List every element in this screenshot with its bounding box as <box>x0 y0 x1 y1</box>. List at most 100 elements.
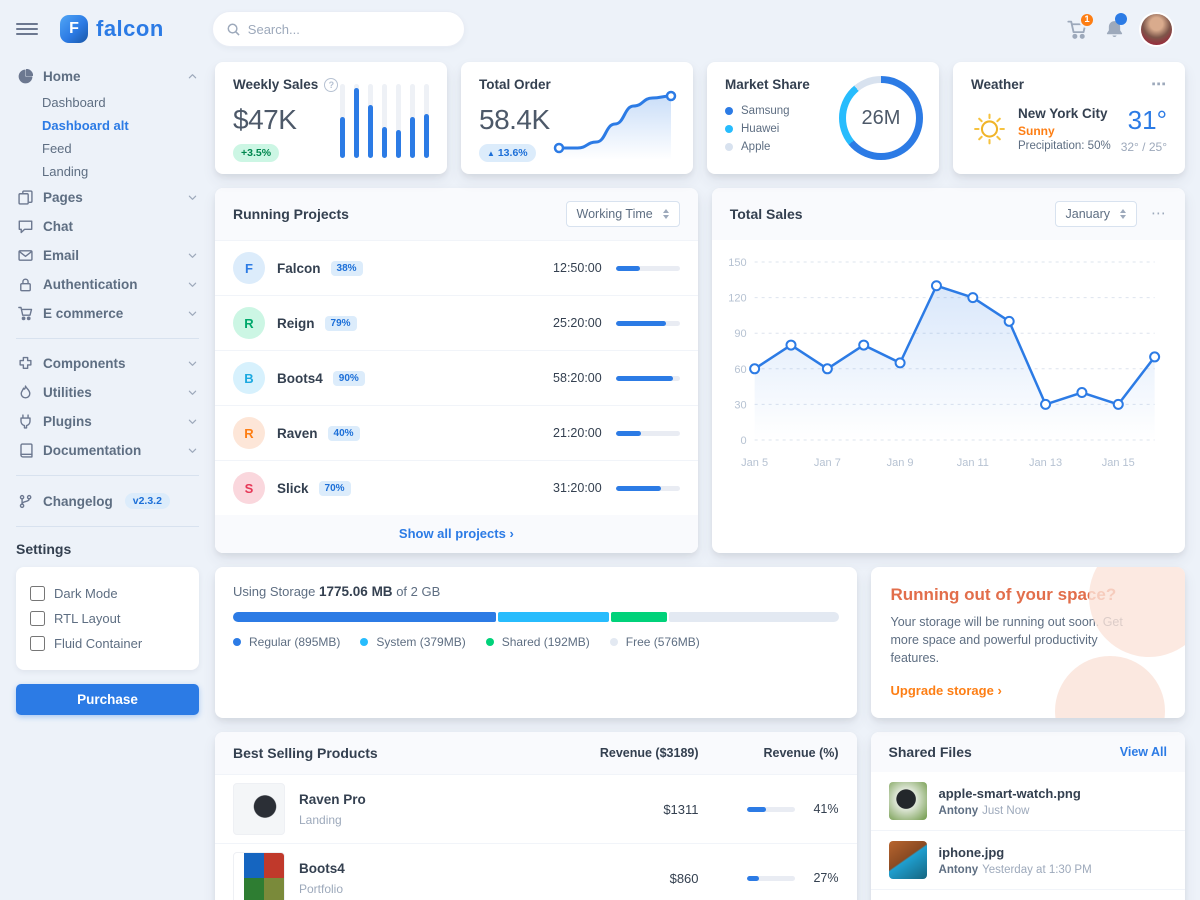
file-row-apple-smart-watch.png[interactable]: apple-smart-watch.png Antony Just Now <box>871 772 1185 830</box>
sidebar-item-chat[interactable]: Chat <box>16 212 199 241</box>
svg-text:Jan 11: Jan 11 <box>956 457 988 469</box>
working-time-select[interactable]: Working Time <box>565 201 680 227</box>
cart-icon <box>18 306 33 321</box>
project-time: 31:20:00 <box>553 481 602 495</box>
email-icon <box>18 248 33 263</box>
cart-button[interactable]: 1 <box>1067 11 1095 40</box>
col-header-revenue: Revenue ($3189) <box>599 746 699 761</box>
code-branch-icon <box>18 494 33 509</box>
help-icon[interactable]: ? <box>324 77 339 92</box>
sidebar-item-changelog[interactable]: Changelog v2.3.2 <box>16 486 199 516</box>
sort-icon <box>662 209 669 219</box>
sidebar-nav: Home Dashboard Dashboard alt Feed Landing Pag… <box>16 62 199 516</box>
svg-text:150: 150 <box>728 257 746 269</box>
product-name[interactable]: Raven Pro <box>299 792 366 808</box>
more-menu-icon[interactable]: ⋯ <box>1151 205 1167 222</box>
project-percent-badge: 70% <box>318 480 351 496</box>
project-row-falcon[interactable]: F Falcon 38% 12:50:00 <box>215 240 698 295</box>
weekly-sales-bar <box>382 84 387 158</box>
storage-segment-regular <box>233 612 496 622</box>
menu-toggle-icon[interactable] <box>16 23 38 35</box>
sidebar-item-authentication[interactable]: Authentication <box>16 270 199 299</box>
utilities-icon <box>18 385 33 400</box>
project-name[interactable]: Falcon <box>277 260 321 276</box>
sidebar-item-email[interactable]: Email <box>16 241 199 270</box>
best-selling-list: Raven Pro Landing $1311 41% Boots4 Portfolio $… <box>215 774 857 900</box>
project-row-boots4[interactable]: B Boots4 90% 58:20:00 <box>215 350 698 405</box>
file-row-iphone.jpg[interactable]: iphone.jpg Antony Yesterday at 1:30 PM <box>870 830 1185 889</box>
weekly-sales-card: Weekly Sales ? $47K +3.5% <box>215 62 447 174</box>
weather-condition: Sunny <box>1018 124 1055 138</box>
project-name[interactable]: Reign <box>277 315 315 331</box>
rtl-layout-checkbox[interactable] <box>30 611 45 626</box>
search-input[interactable] <box>247 21 450 37</box>
product-row-boots4[interactable]: Boots4 Portfolio $860 27% <box>215 843 857 900</box>
notification-dot <box>1115 12 1127 25</box>
sidebar-item-plugins[interactable]: Plugins <box>16 407 199 436</box>
sidebar-item-feed[interactable]: Feed <box>42 141 72 156</box>
month-select[interactable]: January <box>1054 201 1137 227</box>
project-progress-bar <box>615 265 680 271</box>
file-meta: Antony Yesterday at 1:30 PM <box>938 863 1092 876</box>
view-all-link[interactable]: View All <box>1119 745 1167 760</box>
notifications-button[interactable] <box>1104 12 1127 40</box>
legend-dot <box>233 638 241 646</box>
settings-heading: Settings <box>16 541 72 557</box>
weekly-sales-bar <box>354 84 359 158</box>
storage-promo-card: Running out of your space? Your storage … <box>870 567 1185 719</box>
shared-files-title: Shared Files <box>888 744 972 761</box>
legend-item-huawei: Huawei <box>725 120 921 138</box>
falcon-logo[interactable]: F falcon <box>60 15 164 43</box>
sidebar-item-e-commerce[interactable]: E commerce <box>16 299 199 328</box>
project-row-reign[interactable]: R Reign 79% 25:20:00 <box>215 295 698 350</box>
project-name[interactable]: Raven <box>277 425 318 441</box>
weather-title: Weather <box>971 77 1025 92</box>
sidebar-item-utilities[interactable]: Utilities <box>16 378 199 407</box>
show-all-projects-link[interactable]: Show all projects › <box>398 526 514 541</box>
fluid-container-checkbox[interactable] <box>30 636 45 651</box>
weekly-sales-bar <box>340 84 345 158</box>
market-share-card: Market Share Samsung Huawei Apple 26M <box>707 62 939 174</box>
dark-mode-checkbox[interactable] <box>30 586 45 601</box>
chevron-down-icon <box>188 417 197 426</box>
project-row-slick[interactable]: S Slick 70% 31:20:00 <box>215 460 698 515</box>
upgrade-storage-link[interactable]: Upgrade storage › <box>890 683 1002 699</box>
svg-text:30: 30 <box>734 399 746 411</box>
sidebar-item-components[interactable]: Components <box>16 349 199 378</box>
project-name[interactable]: Boots4 <box>277 370 323 386</box>
product-name[interactable]: Boots4 <box>299 861 345 877</box>
project-avatar: F <box>233 252 265 284</box>
sidebar-item-dashboard[interactable]: Dashboard <box>42 95 106 110</box>
search-box[interactable] <box>211 11 465 47</box>
svg-text:Jan 7: Jan 7 <box>814 457 841 469</box>
checkbox-label: RTL Layout <box>54 611 121 626</box>
sidebar-item-dashboard-alt[interactable]: Dashboard alt <box>42 118 129 133</box>
sidebar-item-pages[interactable]: Pages <box>16 183 199 212</box>
falcon-logo-icon: F <box>60 15 88 43</box>
sidebar-item-documentation[interactable]: Documentation <box>16 436 199 465</box>
storage-legend-free: Free (576MB) <box>609 635 700 649</box>
total-order-value: 58.4K <box>479 104 550 135</box>
settings-checkboxes: Dark Mode RTL Layout Fluid Container <box>30 581 185 656</box>
file-name[interactable]: apple-smart-watch.png <box>938 785 1081 801</box>
checkbox-label: Fluid Container <box>54 636 143 651</box>
file-row-falcon-v1.8.2[interactable]: Falcon v1.8.2Jane27 Sep at 10:30 AM <box>870 889 1185 900</box>
project-name[interactable]: Slick <box>277 480 309 496</box>
more-menu-icon[interactable]: ⋯ <box>1151 75 1167 93</box>
setting-rtl-layout: RTL Layout <box>30 606 185 631</box>
sidebar-item-landing[interactable]: Landing <box>42 164 89 179</box>
changelog-version-badge: v2.3.2 <box>124 493 170 509</box>
project-time: 12:50:00 <box>553 261 602 275</box>
weekly-sales-title: Weekly Sales <box>233 77 319 92</box>
legend-dot <box>360 638 369 646</box>
file-name[interactable]: iphone.jpg <box>938 844 1005 860</box>
product-row-raven-pro[interactable]: Raven Pro Landing $1311 41% <box>215 774 857 843</box>
sidebar-item-home[interactable]: Home <box>16 62 199 91</box>
promo-body: Your storage will be running out soon. G… <box>890 615 1123 666</box>
project-row-raven[interactable]: R Raven 40% 21:20:00 <box>215 405 698 460</box>
shared-files-card: Shared Files View All apple-smart-watch.… <box>870 732 1185 900</box>
project-percent-badge: 79% <box>324 315 357 331</box>
purchase-button[interactable]: Purchase <box>16 684 199 715</box>
user-avatar[interactable] <box>1141 13 1172 45</box>
weekly-sales-bar <box>410 84 415 158</box>
